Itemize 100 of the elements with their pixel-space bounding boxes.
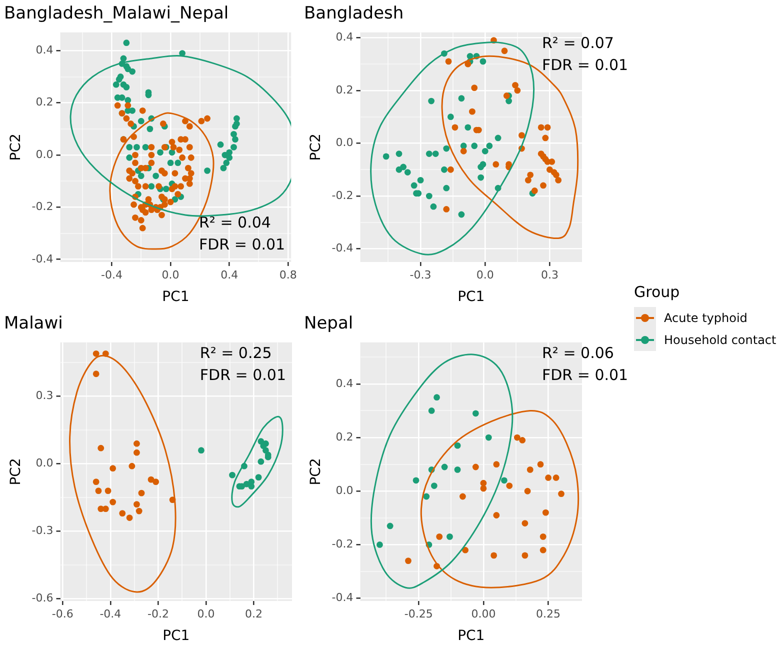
point: [430, 482, 438, 489]
point: [436, 533, 443, 540]
point: [540, 182, 546, 189]
y-axis-title: PC2: [308, 134, 324, 161]
point: [441, 166, 448, 173]
y-tick-label: 0.4: [36, 44, 54, 57]
point: [538, 124, 544, 131]
point: [443, 145, 450, 152]
point: [138, 172, 144, 180]
point: [92, 370, 100, 378]
point: [545, 474, 552, 481]
point: [230, 144, 237, 150]
point: [540, 533, 546, 540]
x-tick-label: -0.4: [100, 607, 122, 620]
y-axis-title: PC2: [8, 134, 24, 161]
point: [443, 206, 450, 212]
point: [233, 115, 240, 122]
point: [447, 114, 454, 120]
y-tick-label: 0.4: [336, 376, 354, 390]
point: [223, 160, 230, 166]
annotation: R² = 0.04: [198, 213, 271, 232]
point: [452, 124, 458, 131]
point: [119, 510, 126, 516]
point: [460, 142, 467, 150]
point: [531, 188, 538, 194]
point: [230, 130, 237, 138]
point: [262, 447, 269, 454]
x-tick-label: 0.4: [220, 268, 238, 282]
point: [426, 192, 432, 200]
x-tick-label: -0.2: [147, 607, 169, 620]
point: [493, 512, 500, 518]
point: [128, 462, 136, 470]
point: [514, 434, 520, 441]
point: [142, 144, 149, 150]
point: [480, 58, 486, 65]
point: [462, 546, 468, 554]
y-tick-label: 0.0: [336, 136, 354, 150]
point: [434, 394, 440, 401]
point: [386, 522, 394, 530]
point: [527, 172, 534, 178]
point: [428, 98, 435, 104]
point: [404, 169, 411, 176]
point: [134, 449, 140, 456]
point: [120, 55, 127, 62]
y-tick-label: -0.2: [332, 188, 354, 202]
point: [123, 84, 130, 90]
legend-label: Acute typhoid: [664, 311, 748, 325]
y-tick-label: -0.3: [32, 524, 54, 538]
legend-label: Household contact: [664, 333, 776, 347]
point: [537, 461, 544, 468]
point: [432, 150, 439, 157]
point: [471, 84, 478, 92]
point: [460, 148, 467, 154]
point: [480, 480, 487, 486]
y-tick-label: 0.2: [36, 96, 54, 109]
point: [129, 107, 136, 114]
point: [478, 174, 484, 181]
point: [518, 132, 525, 139]
point: [138, 490, 145, 496]
x-tick-label: 0.2: [245, 607, 263, 620]
point: [447, 166, 454, 173]
point: [544, 124, 551, 131]
point: [148, 183, 155, 190]
point: [472, 410, 479, 417]
y-axis-title: PC2: [308, 458, 324, 486]
x-tick-label: 0.00: [471, 607, 496, 620]
point: [95, 488, 102, 494]
point: [443, 184, 450, 192]
point: [522, 552, 528, 559]
point: [485, 434, 492, 441]
point: [123, 40, 130, 46]
annotation: FDR = 0.01: [200, 366, 286, 384]
point: [464, 124, 472, 131]
point: [514, 87, 521, 94]
point: [229, 472, 236, 478]
y-tick-label: -0.2: [332, 538, 354, 551]
y-tick-label: 0.2: [336, 83, 354, 96]
point: [152, 478, 160, 486]
x-tick-label: -0.6: [52, 607, 74, 620]
point: [430, 203, 437, 210]
point: [552, 172, 560, 178]
point: [493, 461, 500, 468]
point: [494, 134, 502, 142]
point: [110, 498, 116, 506]
y-tick-label: -0.6: [32, 592, 54, 605]
legend-title: Group: [634, 283, 681, 301]
point: [458, 95, 465, 102]
x-tick-label: -0.4: [100, 268, 122, 282]
point: [174, 160, 182, 166]
x-tick-label: -0.25: [404, 607, 433, 620]
y-tick-label: 0.4: [336, 30, 354, 44]
point: [490, 552, 498, 559]
point: [136, 508, 142, 514]
point: [92, 350, 100, 357]
point: [198, 447, 204, 454]
point: [472, 464, 479, 470]
y-tick-label: 0.0: [36, 456, 54, 470]
point: [376, 542, 383, 548]
point: [162, 186, 170, 192]
y-axis-title: PC2: [8, 458, 24, 486]
